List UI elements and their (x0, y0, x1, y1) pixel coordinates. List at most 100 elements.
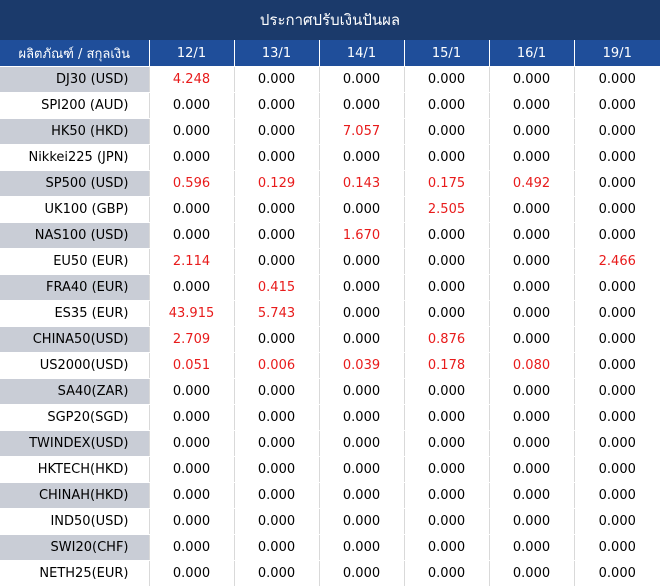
product-cell: SGP20(SGD) (0, 404, 150, 431)
dividend-value-cell: 0.000 (404, 300, 490, 327)
dividend-value-cell: 0.000 (234, 222, 320, 249)
dividend-value-cell: 0.000 (574, 326, 660, 353)
table-row: Nikkei225 (JPN) 0.000 0.000 0.000 0.000 0.000… (0, 144, 660, 171)
product-cell: SWI20(CHF) (0, 534, 150, 561)
product-cell: Nikkei225 (JPN) (0, 144, 150, 171)
dividend-value-cell: 0.000 (404, 274, 490, 301)
table-row: DJ30 (USD) 4.248 0.000 0.000 0.000 0.000 0.000 (0, 66, 660, 93)
dividend-value-cell: 0.000 (404, 482, 490, 509)
table-row: SA40(ZAR) 0.000 0.000 0.000 0.000 0.000 0.000 (0, 378, 660, 405)
dividend-value-cell: 0.000 (404, 378, 490, 405)
dividend-value-cell: 0.596 (149, 170, 235, 197)
dividend-value-cell: 0.000 (489, 144, 575, 171)
dividend-value-cell: 0.000 (149, 430, 235, 457)
dividend-value-cell: 0.000 (489, 534, 575, 561)
column-header-date: 15/1 (404, 40, 490, 67)
dividend-value-cell: 0.000 (404, 66, 490, 93)
column-header-date: 14/1 (319, 40, 405, 67)
dividend-value-cell: 0.000 (319, 196, 405, 223)
dividend-value-cell: 0.000 (574, 482, 660, 509)
dividend-value-cell: 0.000 (574, 300, 660, 327)
dividend-value-cell: 0.000 (149, 144, 235, 171)
dividend-value-cell: 0.000 (489, 456, 575, 483)
dividend-value-cell: 0.000 (149, 196, 235, 223)
header-row: ผลิตภัณฑ์ / สกุลเงิน 12/1 13/1 14/1 15/1… (0, 40, 660, 67)
dividend-value-cell: 0.415 (234, 274, 320, 301)
page-title: ประกาศปรับเงินปันผล (0, 0, 660, 40)
dividend-value-cell: 0.000 (489, 300, 575, 327)
dividend-value-cell: 0.000 (234, 92, 320, 119)
product-cell: EU50 (EUR) (0, 248, 150, 275)
dividend-value-cell: 0.000 (149, 560, 235, 587)
dividend-value-cell: 0.000 (319, 248, 405, 275)
dividend-value-cell: 0.000 (489, 482, 575, 509)
dividend-value-cell: 0.000 (404, 508, 490, 535)
table-row: HKTECH(HKD) 0.000 0.000 0.000 0.000 0.000 0.00… (0, 456, 660, 483)
dividend-value-cell: 0.000 (574, 196, 660, 223)
dividend-value-cell: 0.000 (574, 508, 660, 535)
dividend-value-cell: 0.000 (404, 534, 490, 561)
product-cell: DJ30 (USD) (0, 66, 150, 93)
table-row: US2000(USD) 0.051 0.006 0.039 0.178 0.080 0.00… (0, 352, 660, 379)
dividend-value-cell: 0.000 (574, 92, 660, 119)
dividend-value-cell: 0.000 (149, 378, 235, 405)
dividend-value-cell: 0.000 (319, 378, 405, 405)
dividend-value-cell: 0.000 (234, 196, 320, 223)
dividend-value-cell: 2.709 (149, 326, 235, 353)
table-header: ผลิตภัณฑ์ / สกุลเงิน 12/1 13/1 14/1 15/1… (0, 40, 660, 67)
dividend-value-cell: 0.000 (404, 560, 490, 587)
dividend-value-cell: 0.000 (234, 508, 320, 535)
dividend-value-cell: 0.000 (574, 144, 660, 171)
dividend-value-cell: 4.248 (149, 66, 235, 93)
table-row: CHINAH(HKD) 0.000 0.000 0.000 0.000 0.000 0.00… (0, 482, 660, 509)
dividend-value-cell: 0.000 (149, 118, 235, 145)
dividend-value-cell: 0.000 (149, 222, 235, 249)
table-row: CHINA50(USD) 2.709 0.000 0.000 0.876 0.000 0.0… (0, 326, 660, 353)
column-header-date: 19/1 (574, 40, 660, 67)
dividend-value-cell: 0.000 (319, 560, 405, 587)
table-row: SPI200 (AUD) 0.000 0.000 0.000 0.000 0.000 0.0… (0, 92, 660, 119)
dividend-value-cell: 0.000 (234, 118, 320, 145)
dividend-value-cell: 0.000 (234, 378, 320, 405)
dividend-value-cell: 5.743 (234, 300, 320, 327)
dividend-value-cell: 0.129 (234, 170, 320, 197)
dividend-value-cell: 2.466 (574, 248, 660, 275)
table-row: NETH25(EUR) 0.000 0.000 0.000 0.000 0.000 0.00… (0, 560, 660, 587)
dividend-value-cell: 2.505 (404, 196, 490, 223)
table-row: ES35 (EUR) 43.915 5.743 0.000 0.000 0.000 0.00… (0, 300, 660, 327)
column-header-product: ผลิตภัณฑ์ / สกุลเงิน (0, 40, 150, 67)
product-cell: SP500 (USD) (0, 170, 150, 197)
dividend-value-cell: 0.000 (319, 274, 405, 301)
dividend-value-cell: 0.000 (404, 456, 490, 483)
dividend-value-cell: 0.000 (404, 404, 490, 431)
dividend-value-cell: 0.000 (489, 66, 575, 93)
dividend-value-cell: 0.000 (319, 300, 405, 327)
product-cell: SPI200 (AUD) (0, 92, 150, 119)
dividend-value-cell: 0.000 (574, 378, 660, 405)
dividend-value-cell: 1.670 (319, 222, 405, 249)
product-cell: NAS100 (USD) (0, 222, 150, 249)
table-row: SGP20(SGD) 0.000 0.000 0.000 0.000 0.000 0.000 (0, 404, 660, 431)
dividend-value-cell: 0.000 (319, 144, 405, 171)
dividend-value-cell: 0.000 (574, 534, 660, 561)
dividend-value-cell: 0.000 (489, 404, 575, 431)
dividend-value-cell: 0.000 (319, 508, 405, 535)
dividend-value-cell: 0.000 (234, 560, 320, 587)
column-header-date: 12/1 (149, 40, 235, 67)
table-body: DJ30 (USD) 4.248 0.000 0.000 0.000 0.000 0.000… (0, 66, 660, 587)
table-row: HK50 (HKD) 0.000 0.000 7.057 0.000 0.000 0.000 (0, 118, 660, 145)
product-cell: HKTECH(HKD) (0, 456, 150, 483)
dividend-value-cell: 0.000 (574, 456, 660, 483)
dividend-table: ผลิตภัณฑ์ / สกุลเงิน 12/1 13/1 14/1 15/1… (0, 40, 660, 587)
dividend-value-cell: 0.000 (234, 144, 320, 171)
dividend-value-cell: 0.000 (404, 430, 490, 457)
product-cell: ES35 (EUR) (0, 300, 150, 327)
dividend-value-cell: 0.000 (234, 66, 320, 93)
table-row: TWINDEX(USD) 0.000 0.000 0.000 0.000 0.000 0.0… (0, 430, 660, 457)
dividend-value-cell: 0.876 (404, 326, 490, 353)
dividend-value-cell: 0.000 (574, 66, 660, 93)
dividend-value-cell: 0.000 (234, 456, 320, 483)
dividend-value-cell: 0.000 (234, 326, 320, 353)
column-header-date: 16/1 (489, 40, 575, 67)
table-row: SP500 (USD) 0.596 0.129 0.143 0.175 0.492 0.00… (0, 170, 660, 197)
